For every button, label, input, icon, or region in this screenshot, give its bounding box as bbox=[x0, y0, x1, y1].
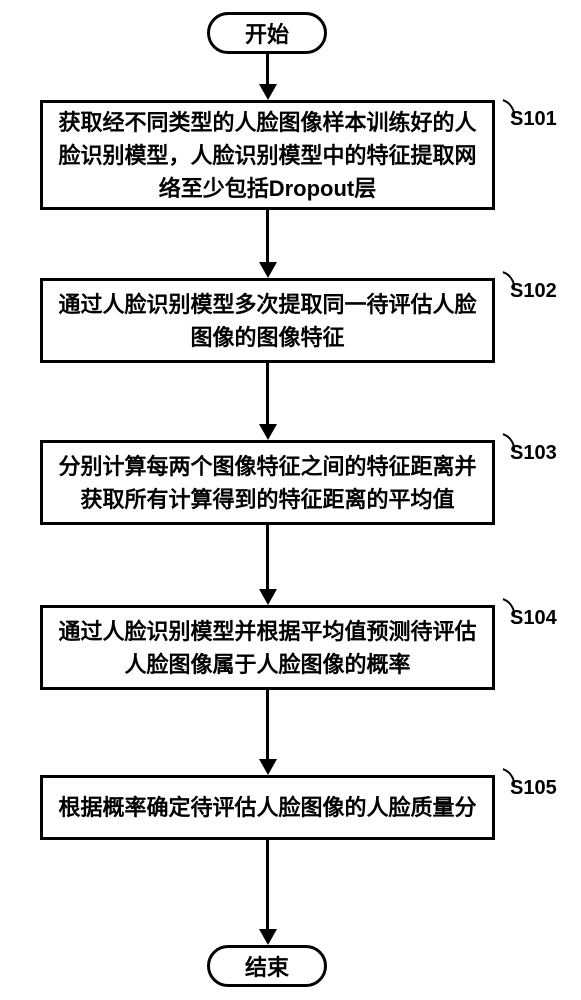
process-s105: 根据概率确定待评估人脸图像的人脸质量分 bbox=[40, 775, 495, 840]
arrow-head-4 bbox=[259, 759, 277, 775]
arrow-head-5 bbox=[259, 929, 277, 945]
step-label-s102: S102 bbox=[510, 280, 557, 303]
process-s102: 通过人脸识别模型多次提取同一待评估人脸图像的图像特征 bbox=[40, 278, 495, 363]
arrow-line-1 bbox=[266, 210, 269, 262]
process-text-s103: 分别计算每两个图像特征之间的特征距离并获取所有计算得到的特征距离的平均值 bbox=[58, 450, 476, 516]
arrow-line-5 bbox=[266, 840, 269, 929]
process-line: 获取所有计算得到的特征距离的平均值 bbox=[58, 483, 476, 516]
step-label-s101: S101 bbox=[510, 108, 557, 131]
end-label: 结束 bbox=[245, 950, 289, 982]
arrow-line-4 bbox=[266, 690, 269, 759]
process-line: 通过人脸识别模型多次提取同一待评估人脸 bbox=[58, 288, 476, 321]
arrow-line-0 bbox=[266, 54, 269, 84]
start-label: 开始 bbox=[245, 17, 289, 49]
process-line: 脸识别模型，人脸识别模型中的特征提取网 bbox=[58, 139, 476, 172]
start-terminator: 开始 bbox=[207, 12, 327, 54]
process-text-s104: 通过人脸识别模型并根据平均值预测待评估人脸图像属于人脸图像的概率 bbox=[58, 615, 476, 681]
process-line: 人脸图像属于人脸图像的概率 bbox=[58, 648, 476, 681]
arrow-head-3 bbox=[259, 589, 277, 605]
end-terminator: 结束 bbox=[207, 945, 327, 987]
process-line: 络至少包括Dropout层 bbox=[58, 172, 476, 205]
process-text-s105: 根据概率确定待评估人脸图像的人脸质量分 bbox=[58, 791, 476, 824]
arrow-head-0 bbox=[259, 84, 277, 100]
process-s104: 通过人脸识别模型并根据平均值预测待评估人脸图像属于人脸图像的概率 bbox=[40, 605, 495, 690]
process-line: 通过人脸识别模型并根据平均值预测待评估 bbox=[58, 615, 476, 648]
step-label-s105: S105 bbox=[510, 777, 557, 800]
process-text-s101: 获取经不同类型的人脸图像样本训练好的人脸识别模型，人脸识别模型中的特征提取网络至… bbox=[58, 106, 476, 205]
process-line: 获取经不同类型的人脸图像样本训练好的人 bbox=[58, 106, 476, 139]
arrow-head-2 bbox=[259, 424, 277, 440]
arrow-head-1 bbox=[259, 262, 277, 278]
arrow-line-3 bbox=[266, 525, 269, 589]
process-line: 图像的图像特征 bbox=[58, 321, 476, 354]
process-text-s102: 通过人脸识别模型多次提取同一待评估人脸图像的图像特征 bbox=[58, 288, 476, 354]
process-s103: 分别计算每两个图像特征之间的特征距离并获取所有计算得到的特征距离的平均值 bbox=[40, 440, 495, 525]
process-line: 根据概率确定待评估人脸图像的人脸质量分 bbox=[58, 791, 476, 824]
step-label-s103: S103 bbox=[510, 442, 557, 465]
arrow-line-2 bbox=[266, 363, 269, 424]
step-label-s104: S104 bbox=[510, 607, 557, 630]
process-s101: 获取经不同类型的人脸图像样本训练好的人脸识别模型，人脸识别模型中的特征提取网络至… bbox=[40, 100, 495, 210]
process-line: 分别计算每两个图像特征之间的特征距离并 bbox=[58, 450, 476, 483]
